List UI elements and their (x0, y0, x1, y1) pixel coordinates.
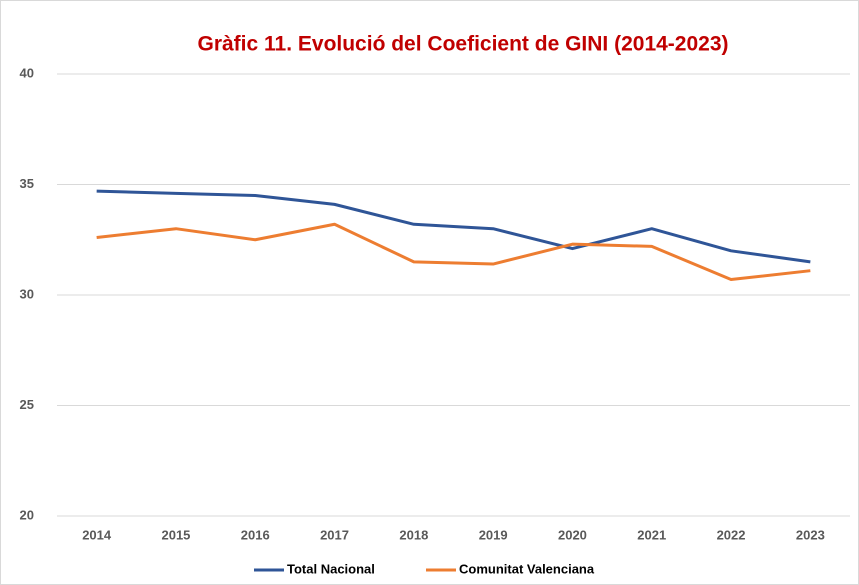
y-tick-label: 20 (20, 507, 34, 522)
x-tick-label: 2021 (637, 527, 666, 542)
x-tick-label: 2022 (717, 527, 746, 542)
x-tick-label: 2019 (479, 527, 508, 542)
legend-label: Total Nacional (287, 561, 375, 576)
x-tick-label: 2016 (241, 527, 270, 542)
legend-label: Comunitat Valenciana (459, 561, 595, 576)
y-tick-label: 30 (20, 286, 34, 301)
series-line (96, 222, 811, 282)
x-tick-label: 2023 (796, 527, 825, 542)
y-tick-label: 35 (20, 176, 34, 191)
y-tick-label: 25 (20, 397, 34, 412)
y-tick-label: 40 (20, 65, 34, 80)
x-tick-label: 2018 (399, 527, 428, 542)
chart-title: Gràfic 11. Evolució del Coeficient de GI… (197, 33, 728, 56)
series-line (96, 189, 811, 264)
x-tick-label: 2020 (558, 527, 587, 542)
x-tick-label: 2015 (161, 527, 190, 542)
x-tick-label: 2014 (82, 527, 112, 542)
x-tick-label: 2017 (320, 527, 349, 542)
